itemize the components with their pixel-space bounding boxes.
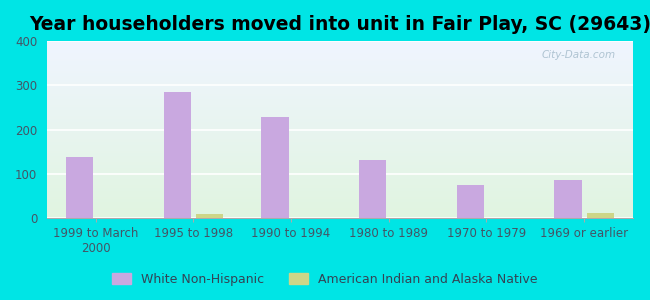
Bar [66,157,94,218]
Bar [586,213,614,218]
Bar [554,180,582,218]
Text: City-Data.com: City-Data.com [541,50,616,60]
Title: Year householders moved into unit in Fair Play, SC (29643): Year householders moved into unit in Fai… [29,15,650,34]
Legend: White Non-Hispanic, American Indian and Alaska Native: White Non-Hispanic, American Indian and … [107,268,543,291]
Bar [164,92,191,218]
Bar [457,185,484,218]
Bar [359,160,386,218]
Bar [196,214,223,218]
Bar [261,117,289,218]
